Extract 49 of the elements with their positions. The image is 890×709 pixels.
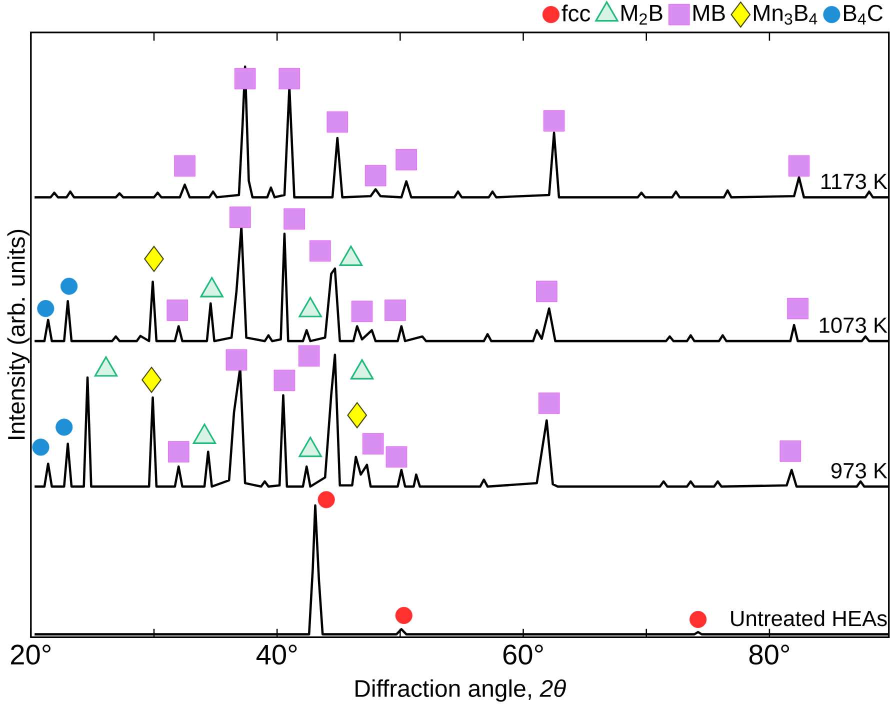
point [144,246,164,272]
point [543,110,565,132]
point [780,440,802,462]
legend-label: fcc [562,4,590,22]
point [364,164,386,186]
point [362,433,384,454]
legend-label: MB [694,5,725,21]
point [298,345,320,367]
point [347,402,367,428]
point [386,446,408,468]
legend-label: Mn$_{3}$B$_{4}$ [754,5,818,25]
point [395,606,412,624]
point [234,68,256,90]
point [396,148,417,170]
legend-label: M$_{2}$B [622,5,662,25]
legend-label: B$_{4}$C [844,4,883,25]
series-label: Untreated HEAs [731,610,887,626]
point [310,240,331,262]
point [351,300,373,322]
x-tick-label: 60° [503,644,543,665]
point [384,300,406,321]
series-label: 1073 K [820,317,888,333]
point [274,370,296,392]
point [168,441,190,462]
point [284,208,305,230]
point [32,438,50,456]
point [318,491,335,508]
x-tick-label: 20° [11,644,50,665]
point [174,155,196,177]
x-axis-title: Diffraction angle, 2θ [356,679,566,702]
point [166,300,188,321]
point [226,349,248,371]
point [538,392,560,414]
point [326,111,348,133]
point [37,300,54,318]
point [60,278,78,295]
x-tick-label: 80° [749,644,790,665]
series-label: 973 K [831,462,888,478]
point [278,68,300,90]
point [230,206,251,228]
y-axis-title: Intensity (arb. units) [7,230,30,439]
point [690,610,707,628]
point [787,298,808,320]
x-tick-label: 40° [256,644,297,665]
point [788,155,810,177]
point [56,418,73,436]
series-label: 1173 K [822,174,888,190]
point [142,366,162,393]
point [536,280,558,302]
